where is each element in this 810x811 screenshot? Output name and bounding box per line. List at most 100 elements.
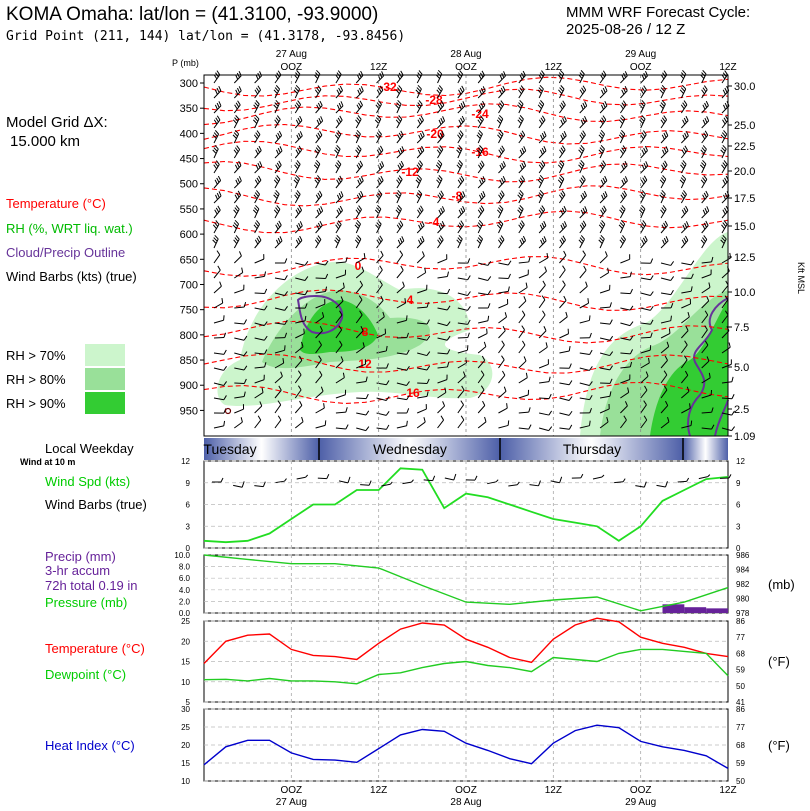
wind-barb [660,355,668,369]
wind-barb [579,175,586,189]
wind-barb [599,365,613,371]
wind-barb [498,386,507,399]
wind-barb [315,220,323,234]
wind-barb [498,312,507,324]
wind-barb [417,365,431,371]
wind-barb [436,145,444,159]
wind-barb [396,130,404,144]
legend-temperature: Temperature (°C) [6,196,106,211]
pressure-panel-left-tick-label: 0.0 [179,609,191,618]
wind-barb [356,376,368,384]
wind-barb [620,415,627,429]
wind-barb [538,145,547,159]
surface-wind-barb [465,475,478,481]
wind-barb [213,349,227,355]
pressure-tick-label: 500 [180,179,198,191]
surface-wind-barb [719,474,732,479]
wind-barb [315,340,322,354]
wind-barb [477,385,485,399]
wind-barb [721,115,729,129]
kft-tick-label: 20.0 [734,166,755,178]
wind-barb [254,305,268,311]
wind-barb [518,424,532,430]
kft-tick-label: 12.5 [734,252,755,264]
wind-barb [579,130,586,144]
wind-barb [213,86,222,99]
wind-barb [457,220,464,234]
surface-wind-barb [212,477,224,483]
wind-barb [253,130,261,144]
wind-barb [274,275,288,281]
wind-barb [640,130,647,144]
wind-barb [659,85,666,99]
temperature-panel-left-tick-label: 20 [181,637,190,646]
rh80-swatch [85,368,125,390]
wind-barb [620,254,631,264]
wind-barb [640,305,654,311]
wind-barb [640,161,649,174]
temperature-panel-left-tick-label: 5 [186,698,191,707]
wind-barb [477,190,486,204]
cloud-outline-left [296,294,344,335]
wind-barb [457,319,471,325]
wind-barb [355,280,363,294]
kft-tick-label: 10.0 [734,287,755,299]
wind-barb [234,391,246,399]
bottom-time-label: 12Z [719,785,736,796]
wind-barb [335,407,348,414]
wind-barb [680,355,688,369]
wind-barb [538,160,546,174]
accum-label: 3-hr accum [45,563,111,578]
top-time-label: 12Z [370,62,387,73]
wind-barb [376,411,390,416]
heat-panel-right-tick-label: 86 [736,705,745,714]
wind-barb [640,275,654,281]
wind-barb [579,408,592,414]
wind-barb [598,144,605,159]
wind-barb [213,191,222,204]
wind-barb [274,371,283,384]
surface-wind-barb [402,479,414,485]
wind-barb [396,420,408,429]
wind-barb [254,387,264,399]
wind-barb [355,295,363,309]
wind-barb [315,325,323,339]
wind-barb [213,160,220,174]
wind-barb [354,219,361,234]
pressure-tick-label: 900 [180,380,198,392]
wind-barb [375,190,383,204]
wind-barb [213,332,227,339]
wind-barb [618,115,626,129]
wind-barb [701,310,709,324]
wind-barb [274,70,282,84]
wind-barb [559,410,573,416]
wind-barb [537,100,545,114]
wind-barb [517,204,524,219]
wind-barb [620,374,631,384]
wind-barb [395,205,402,219]
legend-rh: RH (%, WRT liq. wat.) [6,221,133,236]
temperature-panel-right-tick-label: 41 [736,698,745,707]
wind-barb [274,236,283,249]
wind-barb [293,84,301,99]
wind-barb [417,319,430,325]
wind-barb [620,190,627,204]
wind-barb [232,115,240,129]
wind-barb [234,267,244,279]
wind-barb [335,389,347,399]
wind-panel-right-tick-label: 6 [736,501,741,510]
wind-barb [679,70,687,84]
wind-barb [396,408,410,414]
wind-barb [376,380,390,386]
wind-barb [618,219,626,234]
bottom-time-label: 12Z [545,785,562,796]
wind-barb [354,129,361,144]
wind-barb [315,386,324,399]
wind-barb [681,386,690,399]
wind-barb [415,190,423,204]
wind-barb [274,115,281,129]
wind-barb [660,370,668,384]
wind-barb [212,220,220,234]
wind-barb [720,144,727,159]
wind-barb [355,310,363,324]
